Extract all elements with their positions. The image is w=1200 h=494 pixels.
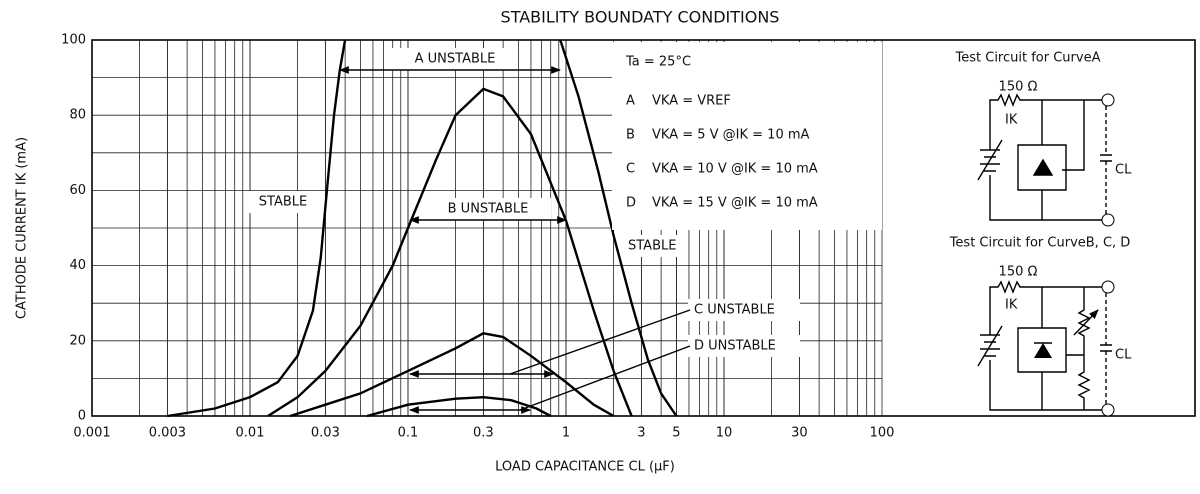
terminal <box>1101 280 1115 294</box>
annotation: STABLE <box>259 195 307 210</box>
leader <box>509 309 691 375</box>
terminal <box>1101 403 1115 417</box>
zener <box>1034 160 1052 175</box>
circuit-a: Test Circuit for CurveA 150 Ω IK CL <box>955 51 1132 227</box>
label-bg <box>622 235 688 257</box>
x-axis-label: LOAD CAPACITANCE CL (μF) <box>495 460 675 475</box>
ticks: 0.001 0.003 0.01 0.03 0.1 0.3 1 3 5 10 30 100 0 20 40 6… <box>61 33 894 441</box>
battery <box>977 139 1003 181</box>
current-label: IK <box>1005 298 1018 313</box>
capacitor <box>1100 154 1112 162</box>
frame <box>91 39 1196 417</box>
annotation: D UNSTABLE <box>694 339 776 354</box>
pot-arrow <box>1073 309 1099 336</box>
legend-key: C <box>626 162 635 177</box>
legend-box <box>612 42 882 230</box>
curve <box>366 395 552 418</box>
current-label: IK <box>1005 113 1018 128</box>
annotations: STABLE A UNSTABLE B UNSTABLE STABLE C UN… <box>248 48 800 414</box>
chart-title: STABILITY BOUNDATY CONDITIONS <box>501 8 780 27</box>
x-tick-label: 30 <box>791 426 808 441</box>
terminal <box>1101 93 1115 107</box>
battery <box>977 325 1003 367</box>
legend-label: VKA = 15 V @IK = 10 mA <box>652 196 818 211</box>
x-tick-label: 0.03 <box>311 426 340 441</box>
x-tick-label: 10 <box>716 426 733 441</box>
leader <box>519 345 691 411</box>
circuit-title: Test Circuit for CurveB, C, D <box>949 236 1131 251</box>
annotation: B UNSTABLE <box>448 202 529 217</box>
x-tick-label: 0.001 <box>73 426 110 441</box>
legend-label: VKA = 10 V @IK = 10 mA <box>652 162 818 177</box>
x-tick-label: 3 <box>637 426 645 441</box>
x-tick-label: 0.01 <box>236 426 265 441</box>
curve <box>267 87 633 418</box>
capacitor-label: CL <box>1115 348 1132 363</box>
label-bg <box>248 191 318 213</box>
y-tick-label: 0 <box>78 409 86 424</box>
legend: Ta = 25°C A VKA = VREF B VKA = 5 V @IK = 10 … <box>625 55 818 211</box>
legend-title: Ta = 25°C <box>625 55 691 70</box>
label-bg <box>425 198 551 220</box>
circuit-title: Test Circuit for CurveA <box>955 51 1101 66</box>
label-bg <box>392 48 518 70</box>
x-tick-label: 0.3 <box>473 426 494 441</box>
legend-label: VKA = 5 V @IK = 10 mA <box>652 128 810 143</box>
curve <box>167 39 678 418</box>
capacitor-label: CL <box>1115 163 1132 178</box>
wires <box>989 280 1102 411</box>
legend-key: B <box>626 128 635 143</box>
x-tick-label: 0.1 <box>398 426 419 441</box>
annotation: STABLE <box>628 239 676 254</box>
label-bg <box>688 335 800 357</box>
x-tick-label: 100 <box>870 426 895 441</box>
legend-label: VKA = VREF <box>652 94 731 109</box>
x-tick-label: 1 <box>562 426 570 441</box>
label-bg <box>688 299 800 321</box>
resistor-label: 150 Ω <box>999 80 1038 95</box>
y-tick-label: 60 <box>69 183 86 198</box>
y-tick-label: 80 <box>69 108 86 123</box>
y-tick-label: 40 <box>69 258 86 273</box>
zener <box>1034 343 1052 358</box>
y-tick-label: 20 <box>69 333 86 348</box>
annotation: C UNSTABLE <box>694 303 775 318</box>
x-tick-label: 5 <box>672 426 680 441</box>
resistor-label: 150 Ω <box>999 265 1038 280</box>
legend-key: A <box>626 94 635 109</box>
legend-key: D <box>626 196 636 211</box>
capacitor <box>1100 344 1112 352</box>
y-tick-label: 100 <box>61 33 86 48</box>
terminal <box>1101 213 1115 227</box>
x-tick-label: 0.003 <box>149 426 186 441</box>
circuit-bcd: Test Circuit for CurveB, C, D 150 Ω IK C… <box>949 236 1132 417</box>
annotation: A UNSTABLE <box>415 52 496 67</box>
y-axis-label: CATHODE CURRENT IK (mA) <box>15 137 30 319</box>
